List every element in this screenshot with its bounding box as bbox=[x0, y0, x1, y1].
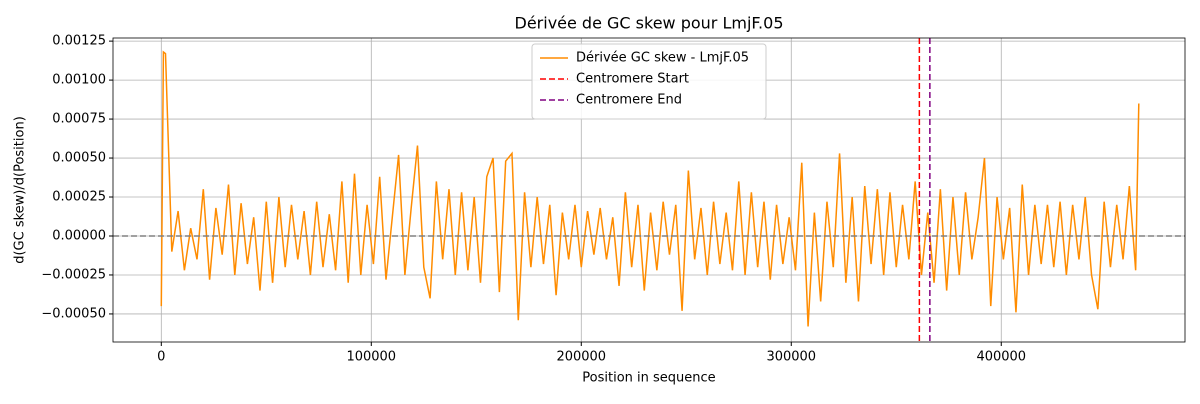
x-tick-label: 100000 bbox=[346, 350, 396, 365]
y-tick-label: 0.00050 bbox=[52, 151, 106, 166]
x-tick-label: 0 bbox=[157, 350, 165, 365]
y-tick-label: 0.00100 bbox=[52, 73, 106, 88]
y-tick-label: 0.00125 bbox=[52, 34, 106, 49]
x-tick-label: 300000 bbox=[766, 350, 816, 365]
legend-label: Centromere End bbox=[576, 93, 682, 108]
y-tick-label: 0.00025 bbox=[52, 190, 106, 205]
y-tick-label: −0.00025 bbox=[41, 267, 106, 282]
legend-label: Dérivée GC skew - LmjF.05 bbox=[576, 51, 749, 66]
y-tick-label: 0.00075 bbox=[52, 112, 106, 127]
y-tick-label: 0.00000 bbox=[52, 228, 106, 243]
x-tick-label: 400000 bbox=[976, 350, 1026, 365]
data-line bbox=[160, 50, 1140, 327]
legend-label: Centromere Start bbox=[576, 72, 689, 87]
y-tick-label: −0.00050 bbox=[41, 306, 106, 321]
plot-frame bbox=[112, 37, 1186, 343]
x-axis-label: Position in sequence bbox=[582, 371, 715, 386]
chart-title: Dérivée de GC skew pour LmjF.05 bbox=[515, 14, 784, 33]
x-tick-label: 200000 bbox=[556, 350, 606, 365]
legend-box bbox=[531, 43, 767, 120]
y-axis-label: d(GC skew)/d(Position) bbox=[13, 116, 28, 264]
